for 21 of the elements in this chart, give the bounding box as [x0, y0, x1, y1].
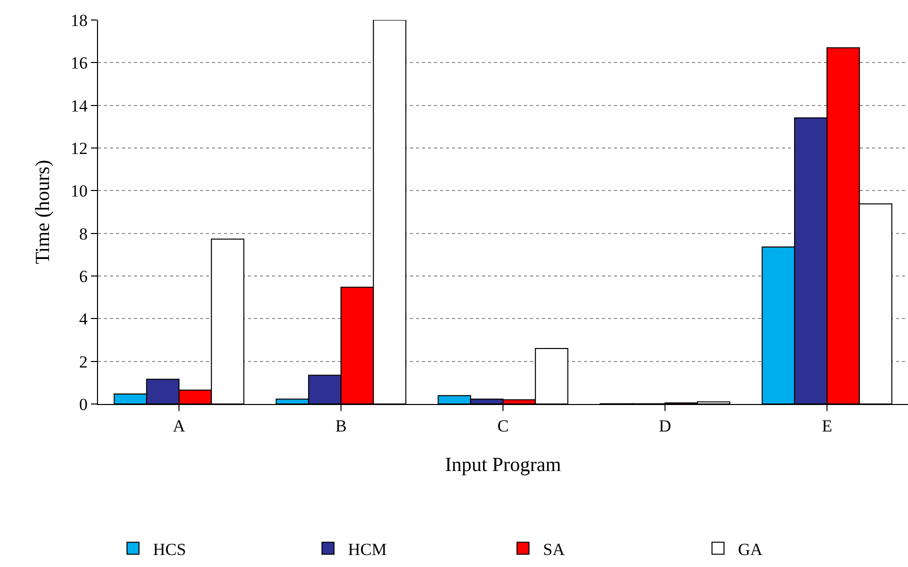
y-tick-label: 18: [70, 10, 88, 30]
y-tick-label: 16: [70, 54, 88, 73]
x-tick-label: C: [497, 416, 509, 436]
y-tick-label: 14: [70, 96, 88, 116]
y-tick-label: 6: [79, 266, 88, 286]
legend-label: SA: [543, 540, 566, 559]
y-tick-label: 2: [79, 352, 88, 372]
legend-label: HCS: [153, 540, 186, 559]
y-tick-label: 4: [79, 310, 88, 329]
y-tick-label: 10: [70, 182, 88, 201]
x-tick-label: D: [658, 416, 672, 436]
x-tick-label: B: [335, 416, 347, 436]
y-tick-label: 8: [79, 224, 88, 244]
y-tick-label: 12: [70, 138, 88, 158]
x-tick-label: A: [172, 416, 186, 436]
y-axis-title: Time (hours): [32, 160, 54, 264]
legend-label: GA: [738, 540, 764, 559]
x-tick-label: E: [822, 416, 832, 436]
legend-label: HCM: [348, 540, 387, 559]
x-axis-title: Input Program: [444, 454, 562, 476]
y-tick-label: 0: [79, 394, 88, 414]
